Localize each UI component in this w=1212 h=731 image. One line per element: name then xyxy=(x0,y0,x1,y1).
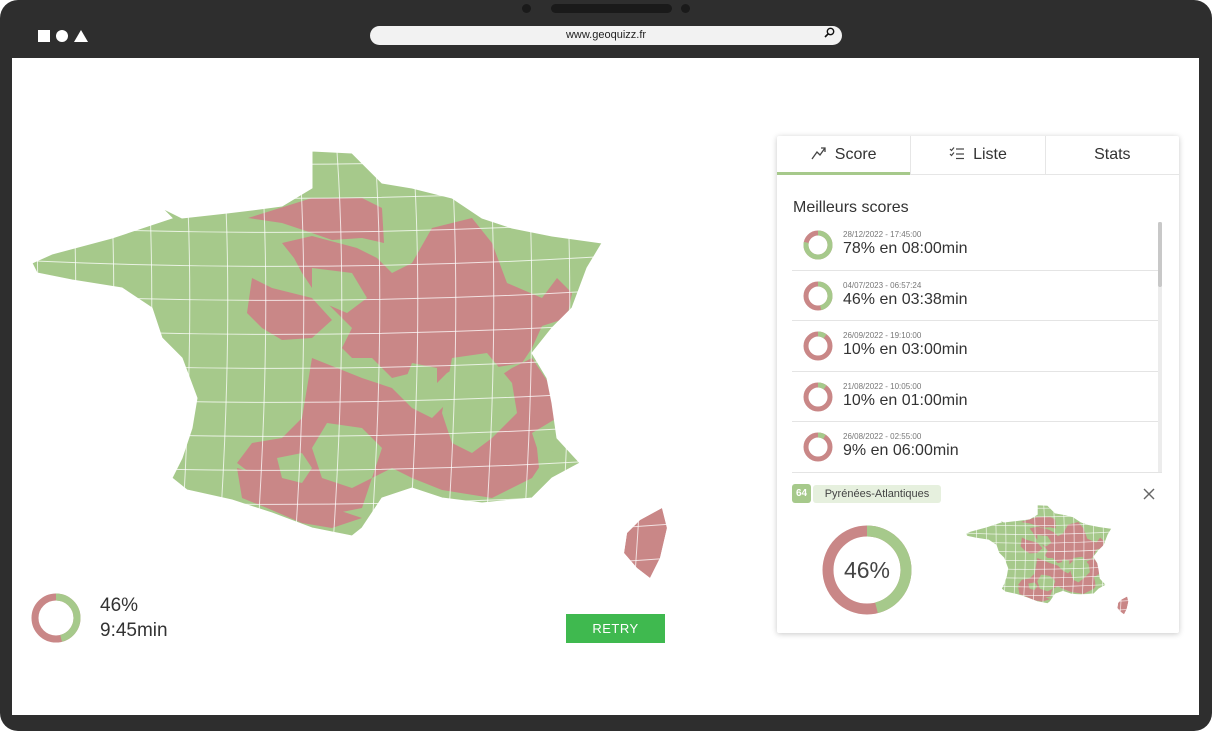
score-date: 21/08/2022 - 10:05:00 xyxy=(843,381,922,391)
score-result: 9% en 06:00min xyxy=(843,442,959,459)
camera-dot xyxy=(681,4,690,13)
score-donut-icon xyxy=(803,331,833,361)
score-trend-icon xyxy=(811,146,827,165)
department-correct xyxy=(404,363,437,403)
score-row[interactable]: 26/09/2022 - 19:10:00 10% en 03:00min xyxy=(792,321,1162,372)
camera-bar xyxy=(551,4,672,13)
scrollbar[interactable] xyxy=(1158,222,1162,472)
mini-france-map xyxy=(964,504,1129,615)
tab-liste-label: Liste xyxy=(973,146,1007,163)
close-icon[interactable] xyxy=(1142,485,1156,506)
score-row[interactable]: 26/08/2022 - 02:55:00 9% en 06:00min xyxy=(792,422,1162,473)
score-date: 28/12/2022 - 17:45:00 xyxy=(843,230,922,239)
address-bar[interactable]: www.geoquizz.fr xyxy=(370,26,842,45)
department-wrong xyxy=(247,278,332,340)
triangle-icon xyxy=(74,30,88,42)
tab-liste[interactable]: Liste xyxy=(911,136,1046,174)
department-wrong xyxy=(282,218,572,388)
department-correct xyxy=(312,423,382,488)
department-correct xyxy=(312,268,367,313)
score-donut-icon xyxy=(803,432,833,462)
score-result: 78% en 08:00min xyxy=(843,240,968,257)
score-donut-icon xyxy=(803,382,833,411)
url-text: www.geoquizz.fr xyxy=(565,29,647,41)
scores-panel: Score Liste Stats Meilleurs scores 28/12… xyxy=(777,136,1179,633)
department-name: Pyrénées-Atlantiques xyxy=(813,485,941,503)
window-shapes xyxy=(38,30,88,42)
department-corsica xyxy=(624,508,667,578)
camera-dot xyxy=(522,4,531,13)
score-date: 26/09/2022 - 19:10:00 xyxy=(843,331,922,340)
tab-stats[interactable]: Stats xyxy=(1046,136,1179,174)
department-correct xyxy=(1028,582,1038,591)
department-corsica xyxy=(1117,596,1129,615)
circle-icon xyxy=(56,30,68,42)
browser-toolbar: www.geoquizz.fr xyxy=(12,16,1199,58)
score-result: 46% en 03:38min xyxy=(843,290,968,308)
panel-title: Meilleurs scores xyxy=(793,199,909,216)
result-donut-icon xyxy=(31,593,81,643)
tab-score[interactable]: Score xyxy=(777,136,912,175)
department-number: 64 xyxy=(792,484,811,503)
department-correct xyxy=(442,353,517,453)
tab-score-label: Score xyxy=(834,146,877,163)
score-date: 04/07/2023 - 06:57:24 xyxy=(843,280,922,290)
department-correct xyxy=(1060,559,1070,570)
panel-tabs: Score Liste Stats xyxy=(777,136,1179,175)
department-correct xyxy=(1070,556,1090,583)
result-time: 9:45min xyxy=(100,620,168,641)
score-row[interactable]: 04/07/2023 - 06:57:24 46% en 03:38min xyxy=(792,271,1162,321)
score-result: 10% en 01:00min xyxy=(843,391,968,409)
checklist-icon xyxy=(949,146,965,165)
scrollbar-thumb[interactable] xyxy=(1158,222,1162,287)
department-wrong xyxy=(1018,586,1051,602)
detail-donut-icon xyxy=(822,525,912,615)
department-wrong xyxy=(1029,522,1105,566)
score-result: 10% en 03:00min xyxy=(843,341,968,358)
square-icon xyxy=(38,30,50,42)
search-icon[interactable] xyxy=(824,26,835,45)
tab-stats-label: Stats xyxy=(1094,146,1131,163)
score-donut-icon xyxy=(803,281,833,310)
app-screen: 46% 9:45min RETRY Score Liste Stat xyxy=(12,58,1199,715)
department-correct xyxy=(277,453,312,483)
score-row[interactable]: 28/12/2022 - 17:45:00 78% en 08:00min xyxy=(792,220,1162,271)
result-percent: 46% xyxy=(100,595,139,616)
score-list[interactable]: 28/12/2022 - 17:45:00 78% en 08:00min 04/0… xyxy=(792,220,1162,473)
score-date: 26/08/2022 - 02:55:00 xyxy=(843,432,922,441)
department-wrong xyxy=(1020,537,1043,554)
department-wrong xyxy=(237,468,362,528)
department-correct xyxy=(1037,574,1056,592)
score-donut-icon xyxy=(803,230,833,260)
department-correct xyxy=(1037,534,1052,547)
retry-button[interactable]: RETRY xyxy=(566,614,665,643)
detail-percent: 46% xyxy=(843,557,891,583)
france-map[interactable] xyxy=(12,58,672,588)
score-row[interactable]: 21/08/2022 - 10:05:00 10% en 01:00min xyxy=(792,372,1162,422)
